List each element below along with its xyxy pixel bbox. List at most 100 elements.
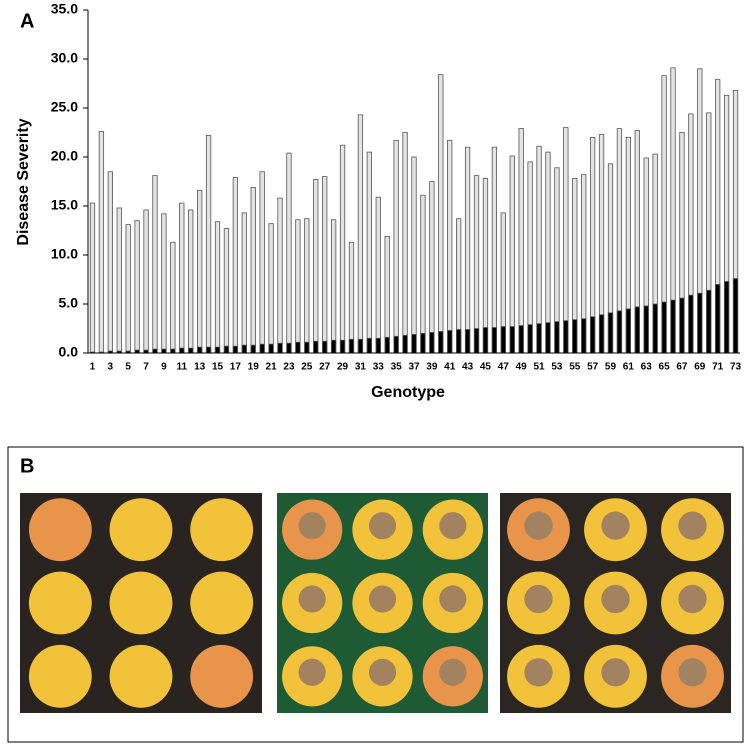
lesion bbox=[439, 585, 467, 613]
bar bbox=[438, 74, 444, 354]
lesion bbox=[368, 512, 397, 540]
bar bbox=[464, 329, 471, 354]
x-tick-label: 47 bbox=[498, 362, 510, 373]
bar bbox=[706, 289, 712, 354]
lesion bbox=[439, 658, 467, 686]
bar bbox=[473, 175, 480, 354]
bar bbox=[491, 146, 498, 354]
bar bbox=[313, 340, 319, 354]
bar bbox=[277, 342, 283, 354]
bar bbox=[509, 155, 515, 354]
x-tick-label: 25 bbox=[301, 362, 313, 373]
lesion bbox=[601, 658, 630, 687]
x-tick-label: 37 bbox=[408, 362, 420, 373]
x-tick-label: 45 bbox=[480, 362, 492, 373]
x-tick-label: 1 bbox=[90, 362, 96, 373]
bar bbox=[697, 292, 703, 354]
bar bbox=[563, 127, 569, 354]
bar bbox=[357, 338, 364, 354]
bar bbox=[679, 297, 685, 354]
x-tick-label: 13 bbox=[194, 362, 206, 373]
bar bbox=[420, 332, 426, 354]
bar bbox=[339, 339, 346, 354]
bar bbox=[589, 316, 596, 354]
photos bbox=[20, 493, 731, 713]
bar bbox=[134, 220, 140, 354]
x-tick-label: 73 bbox=[730, 362, 742, 373]
bar bbox=[322, 176, 328, 354]
bar bbox=[304, 218, 310, 354]
bar bbox=[152, 348, 158, 354]
panel-label: B bbox=[20, 455, 34, 477]
x-tick-label: 39 bbox=[426, 362, 438, 373]
y-tick-label: 20.0 bbox=[51, 148, 78, 164]
bar bbox=[447, 330, 453, 354]
x-tick-label: 5 bbox=[125, 362, 131, 373]
bar bbox=[304, 341, 310, 354]
bar bbox=[161, 213, 167, 354]
y-tick-label: 15.0 bbox=[51, 197, 78, 213]
x-tick-label: 63 bbox=[641, 362, 653, 373]
x-tick-label: 65 bbox=[659, 362, 671, 373]
bar bbox=[107, 171, 113, 354]
bar bbox=[554, 321, 560, 354]
bar bbox=[330, 219, 337, 354]
fruit bbox=[109, 571, 173, 635]
x-tick-label: 19 bbox=[248, 362, 260, 373]
x-tick-label: 7 bbox=[143, 362, 149, 373]
bar bbox=[509, 326, 515, 354]
bar bbox=[411, 156, 417, 354]
bar bbox=[643, 305, 649, 354]
lesion bbox=[439, 512, 467, 540]
lesion bbox=[298, 585, 326, 613]
bar bbox=[232, 345, 239, 354]
fruit bbox=[28, 644, 92, 708]
bar bbox=[89, 202, 96, 354]
bar bbox=[223, 345, 230, 354]
bar bbox=[661, 301, 667, 354]
x-tick-label: 51 bbox=[533, 362, 545, 373]
fruit bbox=[28, 498, 92, 562]
bar bbox=[286, 152, 292, 354]
bar bbox=[188, 209, 194, 354]
bar bbox=[670, 299, 676, 354]
bar bbox=[188, 347, 194, 354]
x-tick-label: 27 bbox=[319, 362, 331, 373]
x-tick-label: 21 bbox=[266, 362, 278, 373]
x-tick-label: 49 bbox=[516, 362, 528, 373]
lesion bbox=[678, 658, 707, 687]
bar bbox=[232, 177, 239, 354]
x-tick-label: 59 bbox=[605, 362, 617, 373]
panel-b-frame bbox=[7, 446, 744, 743]
bar bbox=[179, 202, 185, 354]
bar bbox=[241, 344, 247, 354]
bar bbox=[348, 241, 355, 354]
bar bbox=[214, 221, 221, 354]
bar bbox=[393, 335, 399, 354]
x-tick-label: 53 bbox=[551, 362, 563, 373]
bar bbox=[536, 145, 542, 354]
bar bbox=[143, 209, 149, 354]
bar bbox=[116, 207, 122, 354]
bar bbox=[429, 332, 435, 354]
bar bbox=[607, 312, 614, 354]
bar bbox=[402, 334, 408, 354]
lesion bbox=[368, 585, 397, 613]
bar bbox=[205, 346, 212, 354]
bar bbox=[179, 347, 185, 354]
bar bbox=[295, 341, 301, 354]
x-axis-label: Genotype bbox=[371, 384, 445, 401]
bar bbox=[464, 146, 471, 354]
y-tick-label: 10.0 bbox=[51, 246, 78, 262]
bar bbox=[411, 333, 417, 354]
bar bbox=[518, 128, 524, 354]
bar bbox=[170, 241, 176, 354]
bar bbox=[527, 324, 533, 354]
lesion bbox=[298, 658, 326, 686]
y-axis-label: Disease Severity bbox=[15, 118, 32, 245]
bar bbox=[598, 314, 605, 354]
lesion bbox=[678, 511, 707, 540]
bar bbox=[339, 144, 346, 354]
y-tick-label: 35.0 bbox=[51, 1, 78, 17]
bar bbox=[205, 135, 212, 354]
